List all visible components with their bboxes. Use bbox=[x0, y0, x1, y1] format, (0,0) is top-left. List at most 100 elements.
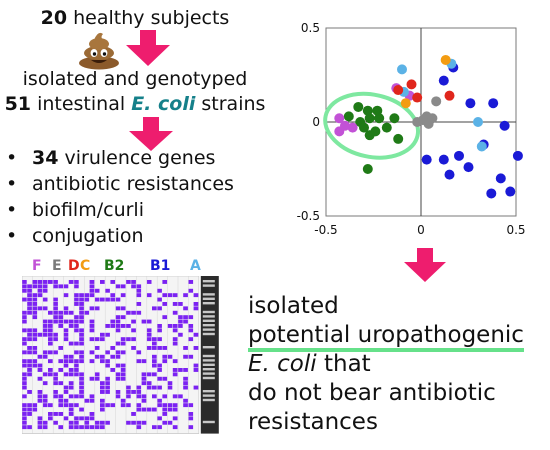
heatmap-cell bbox=[63, 354, 69, 359]
heatmap-cell bbox=[120, 324, 126, 328]
heatmap-cell bbox=[136, 403, 142, 408]
heatmap-cell bbox=[167, 403, 173, 408]
pca-scatter-plot: -0.5 0 0.5 0.5 0 -0.5 bbox=[297, 21, 526, 237]
heatmap-cell bbox=[79, 354, 84, 359]
heatmap-cell bbox=[120, 306, 126, 311]
heatmap-cell bbox=[172, 416, 178, 421]
heatmap-cell bbox=[110, 324, 116, 328]
heatmap-cell bbox=[79, 394, 84, 399]
conclusion-line-4: do not bear antibiotic bbox=[248, 380, 496, 406]
heatmap-cell bbox=[63, 403, 69, 408]
heatmap-cell bbox=[162, 376, 168, 381]
heatmap-cell bbox=[48, 324, 53, 328]
data-point bbox=[412, 117, 423, 127]
heatmap-cell bbox=[193, 302, 199, 306]
heatmap-cell bbox=[105, 359, 110, 364]
heatmap-cell bbox=[27, 412, 32, 416]
heatmap-cell bbox=[42, 297, 48, 302]
heatmap-cell bbox=[183, 346, 188, 350]
heatmap-cell bbox=[22, 359, 27, 364]
heatmap-cell bbox=[100, 420, 105, 425]
heatmap-cell bbox=[178, 394, 183, 399]
heatmap-cell bbox=[53, 315, 58, 320]
heatmap-cell bbox=[63, 416, 69, 421]
data-point bbox=[421, 154, 432, 165]
heatmap-cell bbox=[68, 324, 74, 328]
heatmap-cell bbox=[48, 310, 53, 315]
heatmap-cell bbox=[162, 346, 168, 350]
heatmap-cell bbox=[89, 425, 95, 430]
heatmap-cell bbox=[84, 416, 90, 421]
heatmap-cell bbox=[178, 302, 183, 306]
heatmap-cell bbox=[48, 341, 53, 346]
heatmap-cell bbox=[193, 385, 199, 390]
data-point bbox=[374, 113, 385, 124]
heatmap-cell bbox=[141, 394, 147, 399]
x-tick-label: 0 bbox=[417, 223, 425, 237]
heatmap-cell bbox=[136, 284, 142, 289]
heatmap-cell bbox=[53, 302, 58, 306]
group-label-a: A bbox=[190, 258, 201, 274]
heatmap-cell bbox=[68, 280, 74, 284]
heatmap-cell bbox=[178, 324, 183, 328]
heatmap-cell bbox=[32, 359, 38, 364]
heatmap-cell bbox=[27, 407, 32, 412]
heatmap-cell bbox=[63, 332, 69, 337]
heatmap-cell bbox=[157, 376, 162, 381]
heatmap-annotation-tick bbox=[202, 376, 215, 380]
heatmap-cell bbox=[126, 403, 131, 408]
heatmap-cell bbox=[105, 376, 110, 381]
heatmap-cell bbox=[68, 341, 74, 346]
conclusion-line-3: E. coli that bbox=[248, 351, 371, 377]
heatmap-cell bbox=[89, 319, 95, 324]
heatmap-annotation-tick bbox=[202, 293, 215, 296]
heatmap-cell bbox=[37, 398, 43, 403]
heatmap-cell bbox=[157, 425, 162, 430]
list-item: • conjugation bbox=[6, 225, 144, 247]
heatmap-cell bbox=[37, 293, 43, 298]
heatmap-cell bbox=[22, 412, 27, 416]
data-point bbox=[465, 98, 476, 109]
heatmap-cell bbox=[136, 350, 142, 355]
heatmap-cell bbox=[37, 394, 43, 399]
heatmap-cell bbox=[89, 350, 95, 355]
heatmap-cell bbox=[42, 420, 48, 425]
heatmap-cell bbox=[172, 359, 178, 364]
heatmap-cell bbox=[115, 328, 121, 333]
data-point bbox=[353, 101, 364, 112]
heatmap-cell bbox=[188, 328, 194, 333]
heatmap-cell bbox=[42, 398, 48, 403]
heatmap-cell bbox=[53, 306, 58, 311]
strains-count: 51 bbox=[4, 93, 32, 115]
heatmap-cell bbox=[74, 420, 79, 425]
heatmap-cell bbox=[157, 385, 162, 390]
data-point bbox=[438, 75, 449, 86]
heatmap-cell bbox=[22, 385, 27, 390]
heatmap-cell bbox=[136, 390, 142, 394]
data-point bbox=[393, 85, 404, 96]
heatmap-cell bbox=[53, 319, 58, 324]
heatmap-cell bbox=[37, 368, 43, 372]
heatmap-cell bbox=[193, 368, 199, 372]
heatmap-cell bbox=[58, 394, 64, 399]
heatmap-cell bbox=[32, 310, 38, 315]
heatmap-cell bbox=[22, 372, 27, 377]
heatmap-cell bbox=[136, 310, 142, 315]
heatmap-cell bbox=[32, 284, 38, 289]
heatmap-cell bbox=[22, 328, 27, 333]
heatmap-cell bbox=[27, 390, 32, 394]
heatmap-cell bbox=[94, 306, 100, 311]
heatmap-cell bbox=[63, 293, 69, 298]
heatmap-cell bbox=[105, 363, 110, 368]
heatmap-cell bbox=[115, 363, 121, 368]
heatmap-cell bbox=[178, 315, 183, 320]
heatmap-cell bbox=[42, 350, 48, 355]
heatmap-cell bbox=[89, 328, 95, 333]
heatmap-cell bbox=[120, 376, 126, 381]
heatmap-cell bbox=[162, 420, 168, 425]
heatmap-cell bbox=[84, 297, 90, 302]
heatmap-cell bbox=[42, 425, 48, 430]
heatmap-cell bbox=[79, 328, 84, 333]
heatmap-cell bbox=[74, 284, 79, 289]
heatmap-cell bbox=[32, 297, 38, 302]
